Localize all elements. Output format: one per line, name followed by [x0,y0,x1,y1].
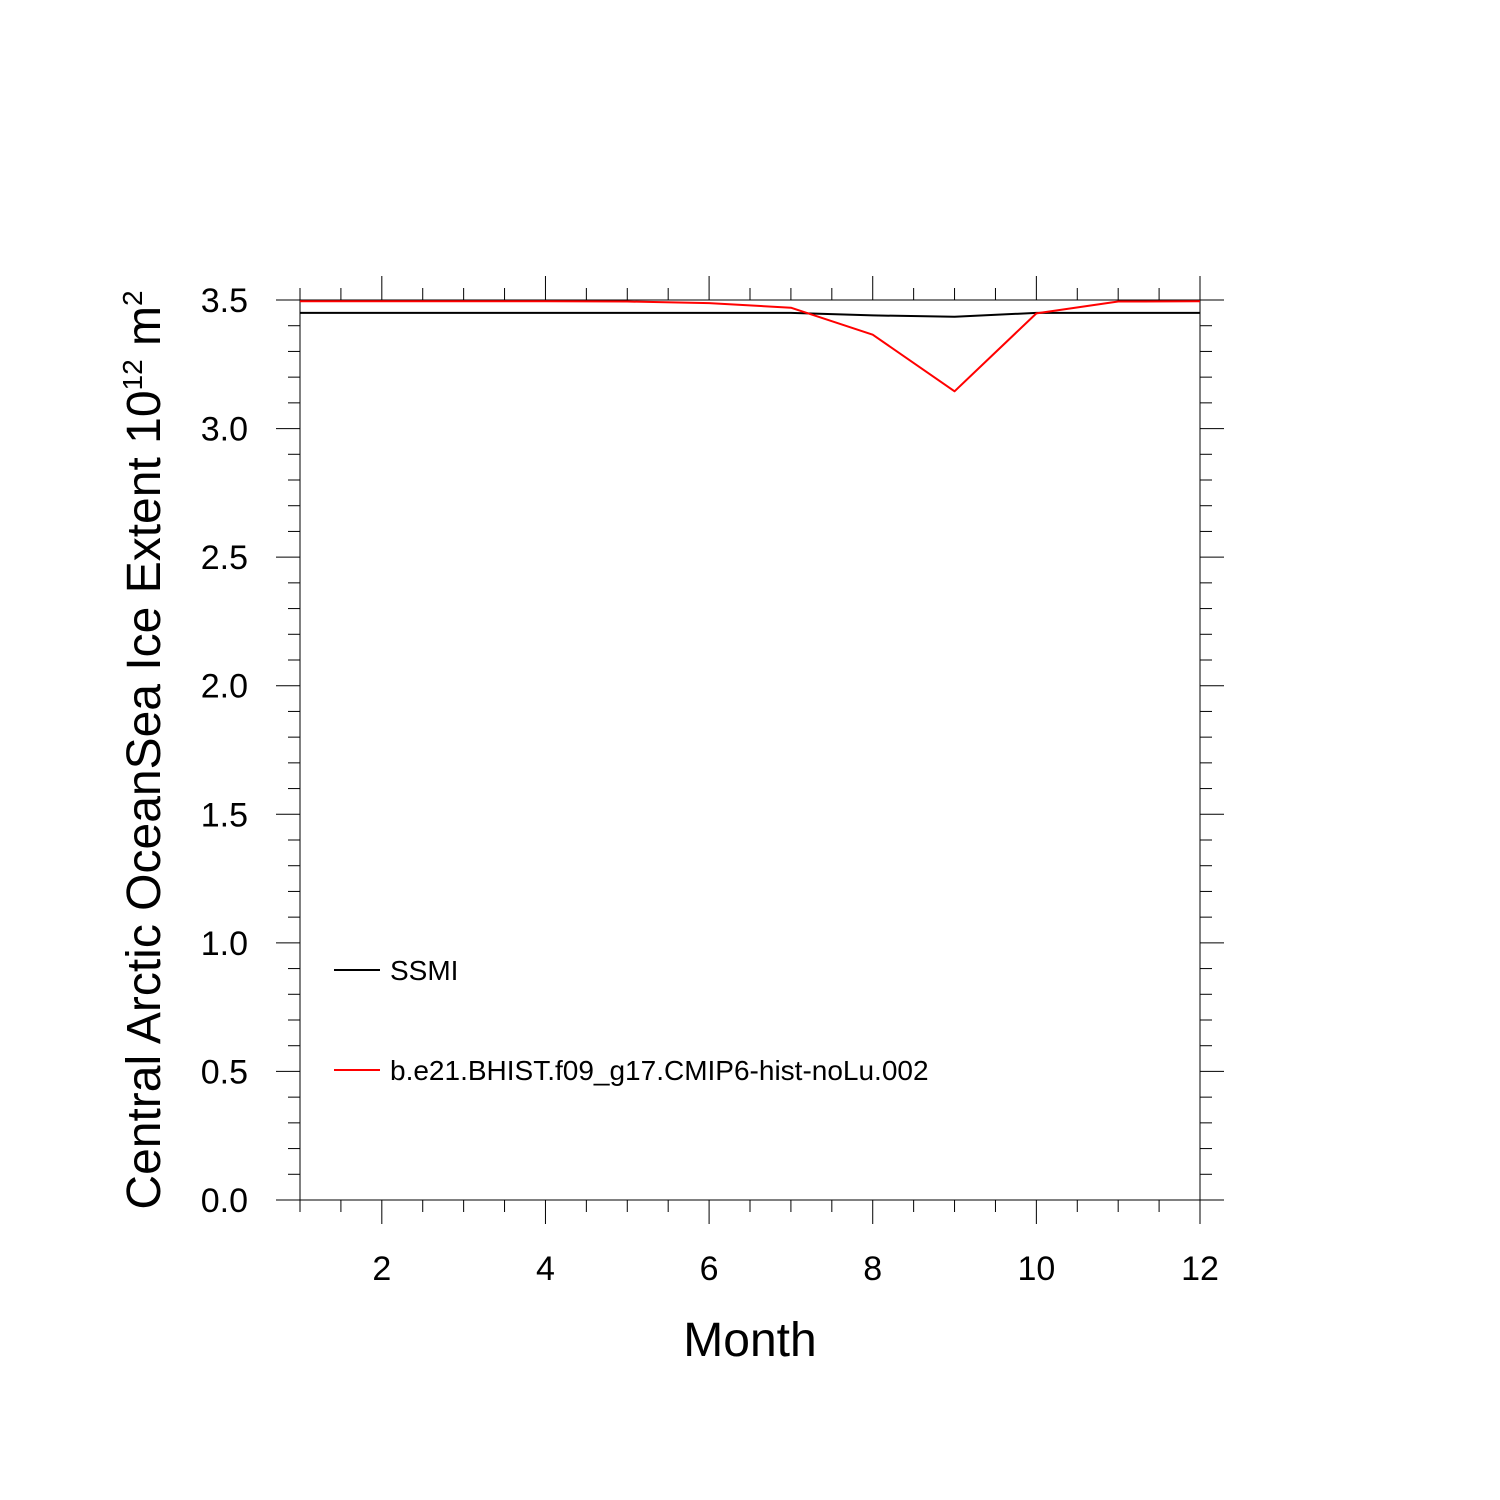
ticks-layer [276,276,1224,1224]
y-tick-label: 3.5 [201,282,248,320]
x-tick-label: 12 [1181,1250,1219,1288]
y-tick-label: 0.5 [201,1053,248,1091]
x-tick-label: 8 [863,1250,882,1288]
x-tick-label: 2 [372,1250,391,1288]
y-tick-label: 1.5 [201,796,248,834]
legend-label-ssmi: SSMI [390,955,458,986]
y-axis-title: Central Arctic OceanSea Ice Extent 1012 … [117,290,171,1209]
labels-layer: 0.0 0.5 1.0 1.5 2.0 2.5 3.0 3.5 2 4 6 8 10 12 [201,282,1219,1288]
legend-label-model: b.e21.BHIST.f09_g17.CMIP6-hist-noLu.002 [390,1055,929,1086]
plot-frame [299,299,1201,1201]
y-axis-title-text: Central Arctic OceanSea Ice Extent 10 [118,390,171,1209]
legend: SSMI b.e21.BHIST.f09_g17.CMIP6-hist-noLu… [334,955,929,1086]
y-tick-label: 1.0 [201,925,248,963]
y-axis-title-unit-exponent: 2 [117,290,148,306]
series-line-model [300,300,1201,393]
x-tick-label: 10 [1017,1250,1055,1288]
series-layer [300,300,1201,393]
y-tick-label: 0.0 [201,1182,248,1220]
y-tick-label: 3.0 [201,411,248,449]
y-axis-title-exponent: 12 [117,359,148,390]
x-tick-label: 4 [536,1250,555,1288]
y-tick-label: 2.5 [201,539,248,577]
x-tick-label: 6 [700,1250,719,1288]
y-axis-title-unit: m [118,306,171,359]
y-tick-label: 2.0 [201,668,248,706]
x-axis-title: Month [683,1314,816,1367]
series-line-ssmi [300,311,1200,318]
